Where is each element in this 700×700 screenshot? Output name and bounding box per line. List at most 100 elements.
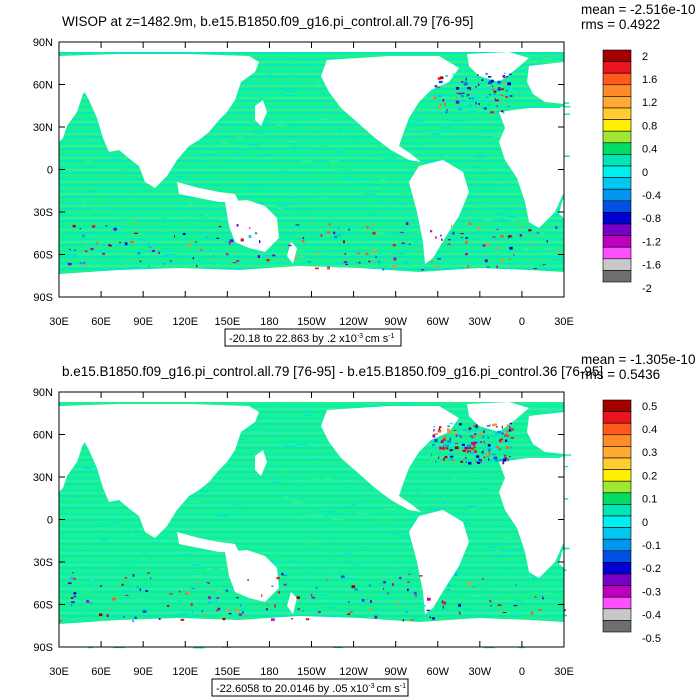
map-plot [58, 41, 571, 298]
lon-tick-label: 90W [384, 666, 407, 678]
colorbar-label: -1.6 [642, 260, 661, 272]
lon-tick-label: 150E [214, 316, 240, 328]
lat-tick-label: 60S [33, 250, 53, 262]
lon-tick-label: 30W [469, 316, 492, 328]
colorbar-box [602, 84, 632, 97]
longitude-axis: 30E 60E 90E 120E 150E 180 150W 120W 90W 60W 30W 0 30… [49, 42, 574, 328]
lon-tick-label: 120E [172, 316, 198, 328]
colorbar-box [602, 504, 632, 517]
colorbar-label: -0.8 [642, 213, 661, 225]
lat-tick-label: 90S [33, 292, 53, 304]
lon-tick-label: 90W [384, 316, 407, 328]
lat-tick-label: 30N [33, 472, 53, 484]
colorbar-box [602, 223, 632, 236]
lon-tick-label: 30E [554, 316, 574, 328]
range-exponent: -3 [357, 333, 363, 340]
colorbar-box [602, 130, 632, 144]
lat-tick-label: 30S [33, 207, 53, 219]
colorbar-box [602, 142, 632, 155]
lon-tick-label: 30E [554, 666, 574, 678]
colorbar-label: 1.6 [642, 74, 657, 86]
latitude-axis: 90N 60N 30N 0 30S 60S 90S [33, 387, 564, 654]
lon-tick-label: 30E [49, 666, 69, 678]
colorbar-box [602, 585, 632, 598]
anomaly-speckles [59, 422, 566, 623]
range-units: cm s [377, 683, 401, 695]
colorbar-box [602, 457, 632, 470]
colorbar-label: -1.2 [642, 236, 661, 248]
lon-tick-label: 150W [297, 316, 326, 328]
range-box: -22.6058 to 20.0146 by .05 x10-3 cm s-1 [211, 678, 409, 697]
lat-tick-label: 60N [33, 430, 53, 442]
colorbar-box [602, 154, 632, 167]
colorbar-box [602, 515, 632, 528]
colorbar-label: -2 [642, 283, 652, 295]
colorbar-label: 1.2 [642, 97, 657, 109]
lat-tick-label: 90N [33, 37, 53, 49]
colorbar-box [602, 469, 632, 482]
colorbar-box [602, 596, 632, 610]
lon-tick-label: 0 [519, 666, 525, 678]
colorbar-box [602, 608, 632, 621]
range-units: cm s [365, 333, 389, 345]
colorbar-label: 0 [642, 167, 648, 179]
colorbar-label: 0.5 [642, 401, 657, 413]
colorbar-box [602, 492, 632, 505]
colorbar-box [602, 72, 632, 86]
colorbar-box [602, 620, 632, 633]
map-plot [58, 391, 572, 649]
colorbar-label: 0.2 [642, 470, 657, 482]
colorbar-label: 0.1 [642, 494, 657, 506]
lon-tick-label: 0 [519, 316, 525, 328]
mean-label: mean = -2.516e-10 [581, 2, 695, 17]
colorbar-box [602, 562, 632, 575]
range-box: -20.18 to 22.863 by .2 x10-3 cm s-1 [224, 328, 402, 347]
colorbar-box [602, 258, 632, 271]
panel-bottom: b.e15.B1850.f09_g16.pi_control.all.79 [7… [33, 352, 695, 697]
colorbar-label: 0.3 [642, 447, 657, 459]
colorbar-label: 2 [642, 51, 648, 63]
lat-tick-label: 60S [33, 600, 53, 612]
colorbar-box [602, 480, 632, 494]
lon-tick-label: 120E [172, 666, 198, 678]
colorbar-box [602, 235, 632, 248]
colorbar-box [602, 177, 632, 190]
lon-tick-label: 30E [49, 316, 69, 328]
colorbar-box [602, 200, 632, 213]
svg-text:-20.18 to 22.863 by .2 x10-3cm: -20.18 to 22.863 by .2 x10-3 cm s-1 [229, 333, 395, 345]
colorbar-box [602, 61, 632, 74]
rms-label: rms = 0.4922 [581, 17, 660, 32]
panel-title: b.e15.B1850.f09_g16.pi_control.all.79 [7… [62, 364, 603, 379]
lat-tick-label: 60N [33, 80, 53, 92]
lon-tick-label: 60W [426, 666, 449, 678]
colorbar-label: -0.4 [642, 610, 661, 622]
colorbar-box [602, 434, 632, 447]
colorbar-box [602, 422, 632, 436]
lat-tick-label: 90S [33, 642, 53, 654]
colorbar: 0.5 0.4 0.3 0.2 0.1 0 -0.1 -0.2 -0.3 -0.4 -0.5 [602, 399, 661, 645]
colorbar-label: -0.1 [642, 540, 661, 552]
colorbar-box [602, 270, 632, 283]
lon-tick-label: 180 [260, 316, 278, 328]
lon-tick-label: 120W [339, 666, 368, 678]
colorbar-box [602, 446, 632, 459]
lon-tick-label: 60W [426, 316, 449, 328]
colorbar-box [602, 107, 632, 120]
anomaly-speckles [67, 72, 561, 271]
colorbar-label: 0.4 [642, 424, 657, 436]
colorbar-box [602, 246, 632, 260]
colorbar-label: -0.5 [642, 633, 661, 645]
colorbar-box [602, 550, 632, 563]
lat-tick-label: 90N [33, 387, 53, 399]
range-text: -22.6058 to 20.0146 by .05 x10 [216, 683, 368, 695]
colorbar-box [602, 527, 632, 540]
colorbar-box [602, 188, 632, 202]
panel-top: WISOP at z=1482.9m, b.e15.B1850.f09_g16.… [33, 2, 695, 347]
lon-tick-label: 180 [260, 666, 278, 678]
lon-tick-label: 150W [297, 666, 326, 678]
latitude-axis: 90N 60N 30N 0 30S 60S 90S [33, 37, 564, 304]
longitude-axis: 30E 60E 90E 120E 150E 180 150W 120W 90W 60W 30W 0 30… [49, 392, 574, 678]
colorbar-box [602, 411, 632, 424]
lat-tick-label: 30S [33, 557, 53, 569]
